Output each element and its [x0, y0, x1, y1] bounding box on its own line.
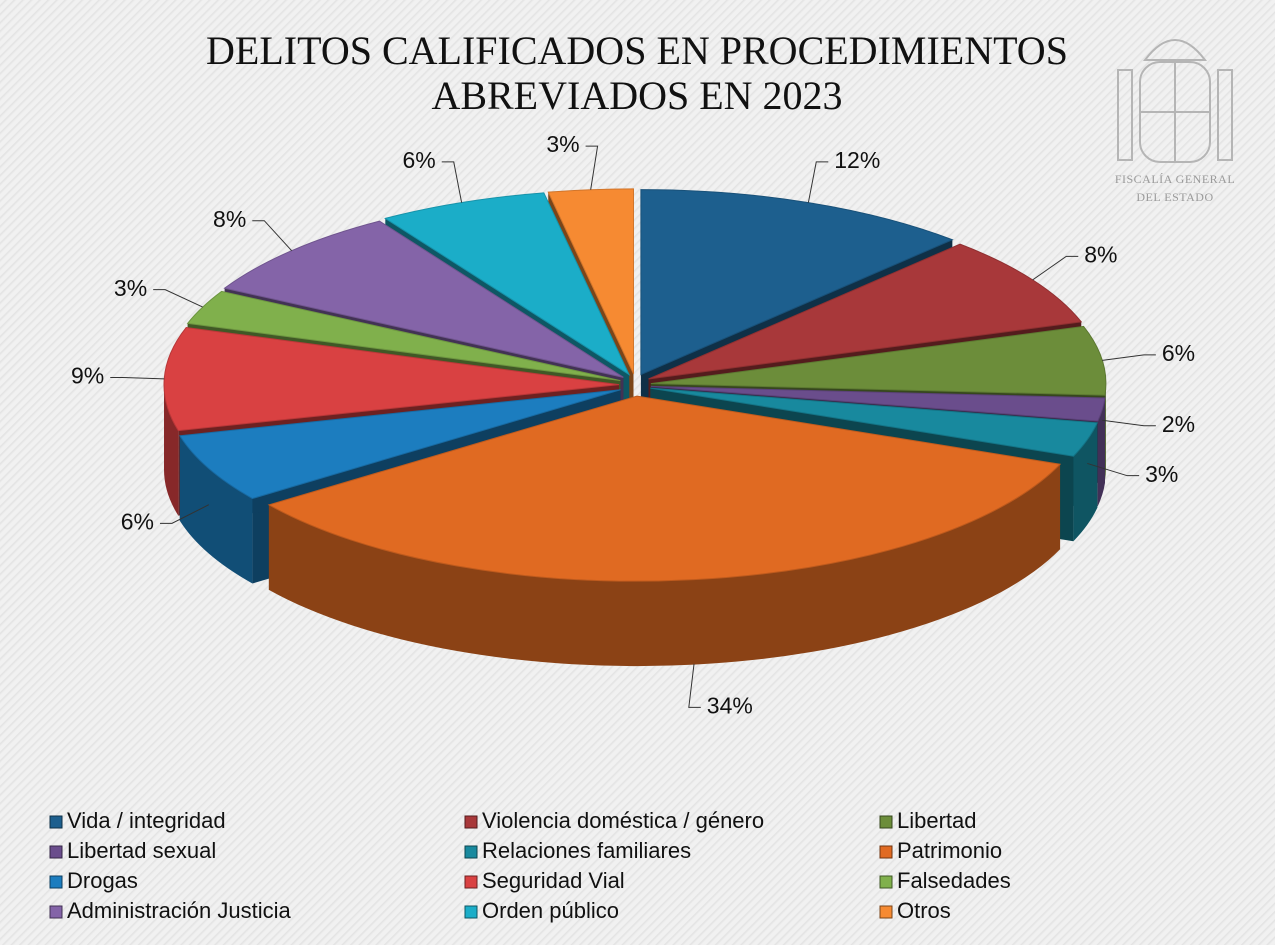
data-label: 2%	[1162, 411, 1195, 437]
logo-emblem	[1117, 39, 1233, 163]
slice	[178, 389, 621, 500]
slice	[267, 395, 1062, 582]
slice	[186, 290, 621, 382]
slice-side	[1104, 383, 1106, 481]
logo-text: DEL ESTADO	[1136, 190, 1213, 204]
data-label: 6%	[1162, 340, 1195, 366]
legend-marker	[464, 875, 478, 889]
legend-marker	[464, 845, 478, 859]
leader-line	[585, 145, 599, 190]
legend-label: Administración Justicia	[67, 898, 292, 923]
leader-line	[688, 663, 701, 708]
legend-label: Patrimonio	[897, 838, 1002, 863]
slice	[650, 387, 1099, 457]
legend-label: Drogas	[67, 868, 138, 893]
legend-marker	[49, 815, 63, 829]
data-label: 8%	[213, 206, 246, 232]
legend-label: Seguridad Vial	[482, 868, 625, 893]
data-label: 3%	[1145, 461, 1178, 487]
slice-side	[1097, 398, 1105, 507]
slice-tops	[163, 188, 1107, 582]
leader-line	[1102, 354, 1156, 361]
data-label: 3%	[546, 131, 579, 157]
leader-line	[110, 376, 165, 380]
leader-line	[252, 220, 293, 252]
slice	[640, 189, 954, 376]
legend-marker	[879, 905, 893, 919]
legend-marker	[879, 875, 893, 889]
data-label: 8%	[1084, 241, 1117, 267]
legend-label: Orden público	[482, 898, 619, 923]
legend-label: Libertad	[897, 808, 977, 833]
legend-marker	[464, 815, 478, 829]
slice-side	[179, 435, 253, 584]
slice-side	[164, 384, 179, 516]
legend-marker	[879, 845, 893, 859]
legend-marker	[49, 845, 63, 859]
legend-label: Otros	[897, 898, 951, 923]
leader-line	[159, 504, 210, 524]
data-label: 6%	[402, 147, 435, 173]
chart-title: ABREVIADOS EN 2023	[431, 73, 842, 118]
legend-label: Vida / integridad	[67, 808, 226, 833]
slice	[650, 325, 1107, 396]
data-label: 9%	[71, 363, 104, 389]
leader-line	[153, 289, 203, 308]
legend-label: Relaciones familiares	[482, 838, 691, 863]
legend-label: Violencia doméstica / género	[482, 808, 764, 833]
slice	[650, 385, 1106, 422]
slice	[163, 326, 620, 432]
legend-label: Falsedades	[897, 868, 1011, 893]
slice-side	[268, 464, 1061, 667]
leader-line	[1102, 419, 1156, 427]
data-label: 6%	[121, 508, 154, 534]
leader-line	[1032, 255, 1079, 281]
legend-label: Libertad sexual	[67, 838, 216, 863]
slice-side	[1073, 422, 1098, 542]
logo-text: FISCALÍA GENERAL	[1115, 172, 1235, 186]
legend-marker	[879, 815, 893, 829]
leader-line	[807, 161, 829, 203]
leader-line	[441, 161, 463, 203]
data-label: 3%	[114, 275, 147, 301]
legend-marker	[464, 905, 478, 919]
leader-line	[1087, 462, 1140, 477]
slice	[648, 243, 1083, 380]
data-label: 34%	[707, 693, 753, 719]
legend-marker	[49, 875, 63, 889]
legend-marker	[49, 905, 63, 919]
slice	[223, 220, 624, 378]
data-label: 12%	[834, 147, 880, 173]
slice	[547, 188, 634, 375]
chart-title: DELITOS CALIFICADOS EN PROCEDIMIENTOS	[206, 28, 1068, 73]
